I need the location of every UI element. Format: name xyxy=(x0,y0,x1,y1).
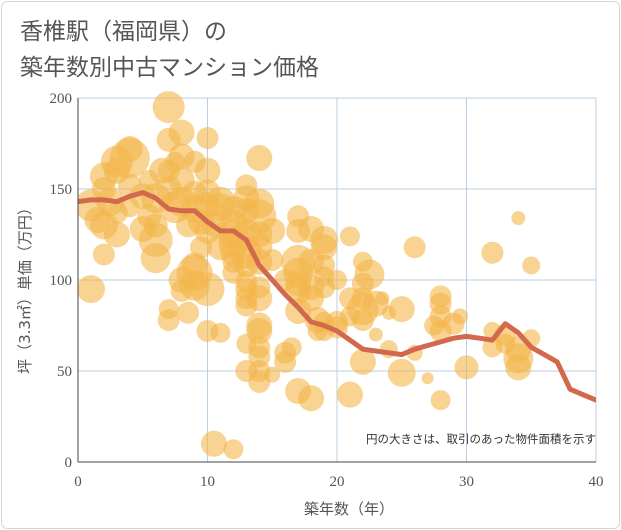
y-tick-label: 50 xyxy=(57,364,72,380)
y-tick-label: 100 xyxy=(50,273,73,289)
bubble-point xyxy=(522,256,541,275)
bubble-point xyxy=(200,430,227,457)
bubble-point xyxy=(246,145,273,172)
chart-title: 香椎駅（福岡県）の 築年数別中古マンション価格 xyxy=(20,14,319,86)
bubble-point xyxy=(190,272,225,307)
bubble-point xyxy=(298,385,325,412)
bubble-point xyxy=(281,337,302,358)
bubble-point xyxy=(196,127,219,150)
bubble-point xyxy=(194,157,221,184)
x-tick-label: 20 xyxy=(330,474,345,490)
bubble-size-note: 円の大きさは、取引のあった物件面積を示す xyxy=(366,432,596,446)
y-tick-label: 150 xyxy=(50,182,73,198)
bubble-point xyxy=(339,226,360,247)
title-line-1: 香椎駅（福岡県）の xyxy=(20,19,227,45)
bubble-point xyxy=(223,439,244,460)
tick-labels: 0 10 20 30 40 0 50 100 150 200 xyxy=(50,91,604,490)
bubble-point xyxy=(336,381,363,408)
bubble-point xyxy=(430,390,451,411)
bubble-point xyxy=(157,309,180,332)
bubble-point xyxy=(505,354,532,381)
x-tick-label: 0 xyxy=(74,474,82,490)
x-tick-label: 40 xyxy=(589,474,604,490)
trend-line xyxy=(78,190,596,403)
bubble-point xyxy=(259,217,286,244)
bubble-point xyxy=(327,270,347,290)
bubble-point xyxy=(92,243,115,266)
axes xyxy=(77,98,596,463)
bubble-point xyxy=(454,355,479,380)
x-tick-label: 30 xyxy=(459,474,474,490)
bubble-point xyxy=(116,135,143,162)
bubble-point xyxy=(349,348,376,375)
bubble-point xyxy=(311,234,338,261)
bubble-point xyxy=(246,285,273,312)
bubble-point xyxy=(421,372,434,385)
bubble-series xyxy=(78,91,541,460)
x-axis-label: 築年数（年） xyxy=(304,500,394,518)
bubble-point xyxy=(140,243,171,274)
bubble-point xyxy=(78,275,105,304)
bubble-point xyxy=(368,327,383,342)
bubble-point xyxy=(511,211,526,226)
bubble-point xyxy=(261,248,284,271)
y-tick-label: 200 xyxy=(50,91,73,107)
bubble-point xyxy=(177,301,200,324)
bubble-point xyxy=(152,91,185,124)
bubble-point xyxy=(264,366,281,383)
bubble-point xyxy=(481,241,504,264)
bubble-point xyxy=(387,358,416,387)
bubble-point xyxy=(168,119,195,146)
bubble-point xyxy=(351,309,374,332)
bubble-point xyxy=(375,291,390,306)
bubble-point xyxy=(388,296,415,323)
average-price-line xyxy=(78,190,596,403)
title-line-2: 築年数別中古マンション価格 xyxy=(20,55,319,81)
y-tick-label: 0 xyxy=(65,455,73,471)
x-tick-label: 10 xyxy=(200,474,215,490)
bubble-point xyxy=(354,259,385,290)
bubble-point xyxy=(210,322,231,343)
bubble-point xyxy=(246,317,273,344)
bubble-point xyxy=(403,236,426,259)
bubble-point xyxy=(452,308,469,325)
y-axis-label: 坪（3.3㎡）単価（万円） xyxy=(16,200,34,374)
bubble-point xyxy=(103,221,130,248)
